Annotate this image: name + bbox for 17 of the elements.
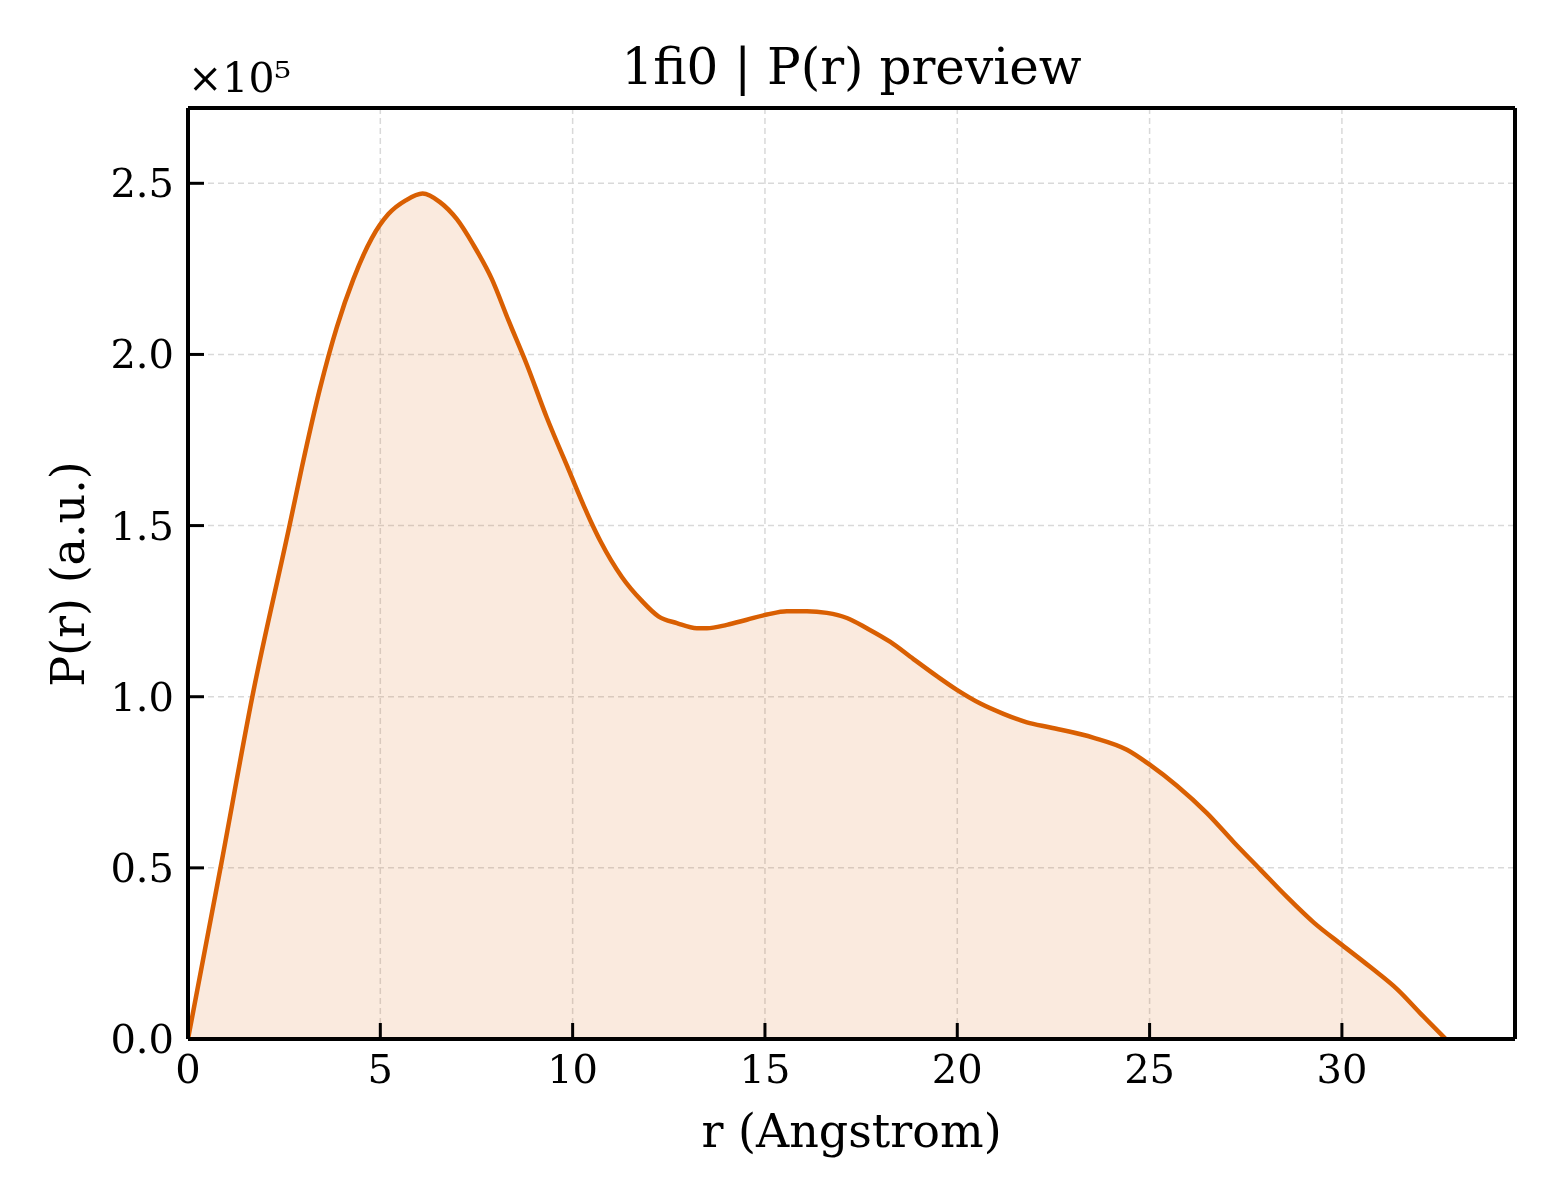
x-tick-label: 25 xyxy=(1124,1046,1176,1092)
x-axis-title: r (Angstrom) xyxy=(700,1104,1003,1158)
y-axis-title: P(r) (a.u.) xyxy=(41,460,95,687)
x-tick-label: 0 xyxy=(175,1046,201,1092)
y-tick-label: 0.5 xyxy=(110,844,174,891)
text: ×10⁵ xyxy=(188,54,291,102)
x-tick-label: 30 xyxy=(1316,1046,1368,1092)
y-tick-label: 1.0 xyxy=(110,673,174,720)
y-tick-label: 2.5 xyxy=(110,160,174,207)
y-tick-label: 0.0 xyxy=(110,1016,174,1062)
chart-title: 1fi0 | P(r) preview xyxy=(621,38,1082,96)
x-tick-label: 5 xyxy=(367,1046,394,1092)
x-tick-label: 10 xyxy=(547,1046,599,1092)
y-tick-label: 1.5 xyxy=(110,502,174,549)
x-tick-label: 20 xyxy=(931,1046,983,1092)
x-tick-label: 15 xyxy=(739,1046,791,1092)
y-tick-label: 2.0 xyxy=(110,331,174,378)
